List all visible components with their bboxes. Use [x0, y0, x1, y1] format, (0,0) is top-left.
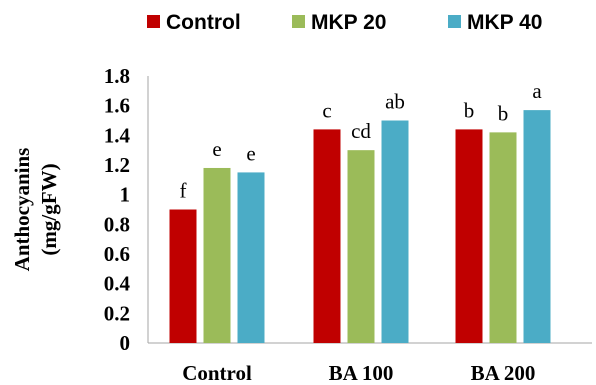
y-tick-label: 0.6: [104, 242, 130, 266]
legend-label: MKP 20: [311, 11, 386, 34]
legend-swatch: [448, 15, 461, 28]
y-axis-label-line: Anthocyanins: [10, 148, 34, 272]
bar: [237, 172, 265, 343]
legend-label: MKP 40: [467, 11, 542, 34]
bar-significance-label: e: [246, 141, 255, 165]
bar: [347, 150, 375, 343]
y-tick-label: 1: [120, 183, 131, 207]
bar-significance-label: cd: [351, 119, 371, 143]
bar: [381, 120, 409, 343]
x-tick-label: Control: [182, 361, 252, 385]
bars: [169, 110, 551, 343]
y-tick-label: 1.6: [104, 94, 130, 118]
bar-significance-label: b: [464, 98, 475, 122]
y-tick-label: 1.8: [104, 64, 130, 88]
y-tick-label: 0.4: [104, 272, 131, 296]
y-tick-label: 1.4: [104, 123, 131, 147]
bar-significance-label: ab: [385, 90, 405, 114]
legend-swatch: [147, 15, 160, 28]
bar: [523, 110, 551, 343]
bar: [169, 209, 197, 343]
bar-significance-label: f: [180, 179, 187, 203]
y-axis-ticks: 0 0.2 0.4 0.6 0.8 1 1.2 1.4 1.6 1.8: [104, 64, 131, 355]
legend-label: Control: [166, 11, 241, 34]
y-axis-label-line: (mg/gFW): [37, 163, 61, 255]
bar: [489, 132, 517, 343]
legend: Control MKP 20 MKP 40: [147, 11, 542, 34]
y-axis-label: Anthocyanins (mg/gFW): [10, 148, 61, 272]
y-tick-label: 0.8: [104, 212, 130, 236]
y-tick-label: 1.2: [104, 153, 130, 177]
x-tick-label: BA 200: [471, 361, 536, 385]
x-tick-label: BA 100: [329, 361, 394, 385]
bar-significance-label: a: [532, 79, 542, 103]
bar-significance-label: c: [322, 98, 331, 122]
bar-significance-label: b: [498, 101, 509, 125]
legend-swatch: [292, 15, 305, 28]
bar: [313, 129, 341, 343]
bar-significance-label: e: [212, 137, 221, 161]
bar: [203, 167, 231, 343]
x-axis-category-labels: Control BA 100 BA 200: [182, 361, 535, 385]
y-tick-label: 0.2: [104, 301, 130, 325]
bar: [455, 129, 483, 343]
y-tick-label: 0: [120, 331, 131, 355]
